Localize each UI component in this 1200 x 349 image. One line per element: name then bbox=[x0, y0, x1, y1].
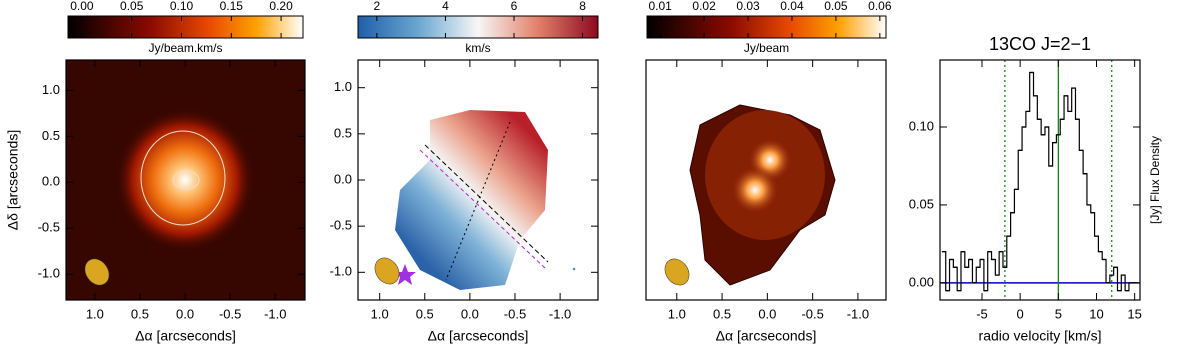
plot-frame bbox=[939, 59, 1141, 301]
y-tick-label: 1.0 bbox=[42, 82, 60, 97]
x-axis-label: radio velocity [km/s] bbox=[979, 328, 1102, 344]
y-axis-label: Δδ [arcseconds] bbox=[5, 130, 21, 230]
x-tick-label: 0.5 bbox=[416, 306, 434, 321]
step-connector bbox=[941, 71, 1137, 292]
y-tick-label: 0.0 bbox=[42, 174, 60, 189]
x-axis-label: Δα [arcseconds] bbox=[716, 328, 817, 344]
colorbar bbox=[646, 15, 887, 39]
y-tick-label: -0.5 bbox=[330, 218, 352, 233]
x-tick-label: 1.0 bbox=[86, 306, 104, 321]
x-tick-label: 0 bbox=[1017, 306, 1024, 321]
x-axis-label: Δα [arcseconds] bbox=[428, 328, 529, 344]
colorbar-tick-label: 0.06 bbox=[868, 0, 892, 13]
x-axis-label: Δα [arcseconds] bbox=[135, 328, 236, 344]
colorbar-tick-label: 8 bbox=[579, 0, 586, 13]
colorbar-label: Jy/beam bbox=[744, 41, 789, 55]
y-tick-label: 0.5 bbox=[334, 125, 352, 140]
y-tick-label: 0.0 bbox=[334, 171, 352, 186]
colorbar-tick-label: 0.01 bbox=[649, 0, 673, 13]
x-tick-label: 0.0 bbox=[461, 306, 479, 321]
x-tick-label: 1.0 bbox=[371, 306, 389, 321]
x-tick-label: 0.0 bbox=[758, 306, 776, 321]
colorbar-tick-label: 0.02 bbox=[692, 0, 716, 13]
colorbar-tick-label: 0.10 bbox=[170, 0, 194, 13]
y-tick-label: 0.5 bbox=[42, 128, 60, 143]
colorbar-tick-label: 6 bbox=[511, 0, 518, 13]
moment1-image bbox=[374, 110, 576, 290]
plot-frame bbox=[645, 59, 887, 301]
x-tick-label: -0.5 bbox=[504, 306, 526, 321]
x-tick-label: -1.0 bbox=[264, 306, 286, 321]
x-tick-label: -1.0 bbox=[549, 306, 571, 321]
colorbar-tick-label: 2 bbox=[374, 0, 381, 13]
colorbar-tick-label: 0.00 bbox=[70, 0, 94, 13]
colorbar-tick-label: 0.15 bbox=[220, 0, 244, 13]
x-tick-label: -1.0 bbox=[847, 306, 869, 321]
x-tick-label: 10 bbox=[1089, 306, 1103, 321]
colorbar-tick-label: 0.20 bbox=[269, 0, 293, 13]
colorbar-tick-label: 0.04 bbox=[780, 0, 804, 13]
y-tick-label: 1.0 bbox=[334, 79, 352, 94]
x-tick-label: 5 bbox=[1055, 306, 1062, 321]
y-tick-label: 0.00 bbox=[909, 274, 934, 289]
x-tick-label: -5 bbox=[976, 306, 988, 321]
x-tick-label: 1.0 bbox=[668, 306, 686, 321]
colorbar-tick-label: 0.05 bbox=[120, 0, 144, 13]
y-tick-label: 0.05 bbox=[909, 196, 934, 211]
moment0-image bbox=[66, 60, 305, 300]
x-tick-label: 0.5 bbox=[713, 306, 731, 321]
x-tick-label: -0.5 bbox=[801, 306, 823, 321]
x-tick-label: 0.5 bbox=[131, 306, 149, 321]
chart-title: 13CO J=2−1 bbox=[989, 34, 1091, 54]
x-tick-label: 15 bbox=[1127, 306, 1141, 321]
colorbar-tick-label: 0.03 bbox=[736, 0, 760, 13]
colorbar-label: Jy/beam.km/s bbox=[148, 41, 222, 55]
colorbar bbox=[67, 15, 304, 39]
y-tick-label: 0.10 bbox=[909, 118, 934, 133]
y-tick-label: -0.5 bbox=[38, 220, 60, 235]
x-tick-label: -0.5 bbox=[219, 306, 241, 321]
colorbar-tick-label: 4 bbox=[442, 0, 449, 13]
colorbar-label: km/s bbox=[465, 41, 490, 55]
y-tick-label: -1.0 bbox=[330, 264, 352, 279]
y-tick-label: -1.0 bbox=[38, 266, 60, 281]
colorbar-tick-label: 0.05 bbox=[824, 0, 848, 13]
moment8-image bbox=[664, 104, 836, 286]
colorbar bbox=[357, 15, 599, 39]
y-axis-label: [Jy] Flux Density bbox=[1148, 136, 1162, 224]
x-tick-label: 0.0 bbox=[176, 306, 194, 321]
